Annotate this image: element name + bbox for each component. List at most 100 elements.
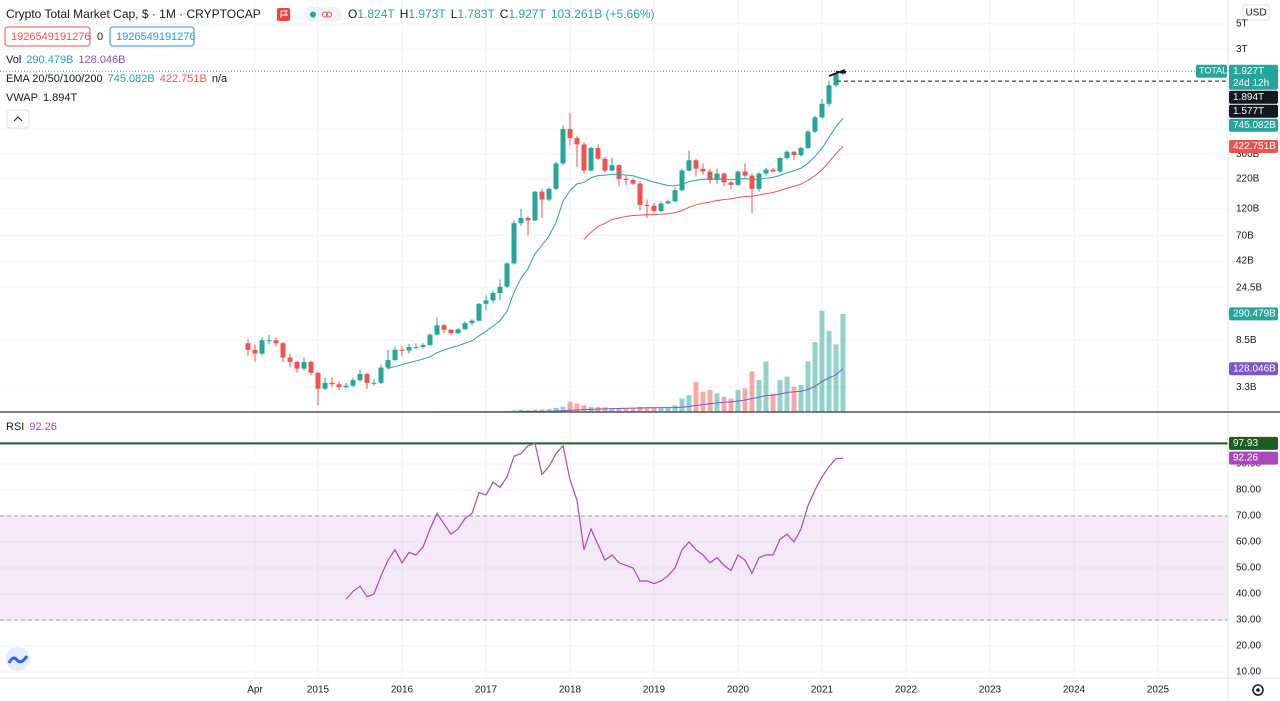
candle-body bbox=[406, 347, 412, 351]
legend-value: 1.783T bbox=[457, 7, 495, 21]
x-tick-label: 2015 bbox=[307, 685, 330, 696]
legend-value: 422.751B bbox=[160, 73, 207, 85]
candle-body bbox=[651, 205, 657, 212]
volume-bar bbox=[763, 361, 769, 412]
rsi-band bbox=[0, 515, 1228, 621]
volume-bar bbox=[777, 379, 783, 412]
candle-body bbox=[525, 217, 531, 221]
y-tick-label: 120B bbox=[1236, 204, 1260, 215]
candle-body bbox=[413, 347, 419, 349]
candle-body bbox=[791, 151, 797, 156]
candle-body bbox=[637, 183, 643, 205]
legend-value: 1.973T bbox=[408, 7, 446, 21]
candle-body bbox=[623, 178, 629, 180]
candle-body bbox=[560, 129, 566, 164]
candle-body bbox=[399, 349, 405, 351]
y-tick-label: 3.3B bbox=[1236, 382, 1257, 393]
candle-body bbox=[686, 160, 692, 171]
volume-bar bbox=[602, 407, 608, 412]
volume-bar bbox=[679, 398, 685, 412]
y-tick-label: 220B bbox=[1236, 173, 1260, 184]
y-tick-label: 70B bbox=[1236, 230, 1254, 241]
candle-body bbox=[364, 374, 370, 383]
status-glyph bbox=[326, 11, 332, 18]
volume-bar bbox=[728, 398, 734, 412]
symbol-label: TOTAL bbox=[1199, 66, 1227, 76]
legend-value: 1.894T bbox=[43, 92, 78, 104]
settings-icon[interactable] bbox=[1252, 684, 1264, 696]
axis-label-text: 97.93 bbox=[1233, 438, 1258, 449]
y-tick-label: 20.00 bbox=[1236, 641, 1261, 652]
axis-label-text: 24d 12h bbox=[1233, 78, 1269, 89]
candle-body bbox=[455, 329, 461, 334]
y-tick-label: 40.00 bbox=[1236, 589, 1261, 600]
candle-body bbox=[532, 191, 538, 221]
candle-body bbox=[728, 182, 734, 185]
candle-body bbox=[378, 367, 384, 383]
candle-body bbox=[420, 345, 426, 348]
input-box[interactable] bbox=[109, 26, 195, 47]
candle-body bbox=[427, 334, 433, 346]
volume-bar bbox=[791, 386, 797, 412]
volume-bar bbox=[553, 407, 559, 412]
candle-body bbox=[511, 223, 517, 264]
candle-body bbox=[441, 325, 447, 330]
status-glyph bbox=[322, 11, 328, 18]
candle-body bbox=[672, 190, 678, 202]
candle-body bbox=[322, 382, 328, 389]
candle-body bbox=[273, 340, 279, 344]
x-tick-label: 2021 bbox=[811, 685, 834, 696]
volume-bar bbox=[826, 330, 832, 412]
currency-box[interactable] bbox=[1242, 4, 1270, 21]
candle-body bbox=[756, 173, 762, 189]
candle-body bbox=[574, 138, 580, 145]
candle-body bbox=[392, 349, 398, 361]
volume-bar bbox=[567, 401, 573, 412]
y-tick-label: 60.00 bbox=[1236, 537, 1261, 548]
axis-label-text: 422.751B bbox=[1233, 141, 1276, 152]
volume-bar bbox=[686, 395, 692, 412]
candle-body bbox=[287, 357, 293, 362]
candle-body bbox=[693, 160, 699, 169]
trend-drawing bbox=[828, 69, 846, 77]
candle-body bbox=[350, 380, 356, 386]
volume-bar bbox=[560, 406, 566, 412]
volume-bar bbox=[532, 409, 538, 412]
candle-body bbox=[679, 170, 685, 191]
candle-body bbox=[763, 169, 769, 174]
axis-label-box bbox=[1229, 307, 1278, 321]
candle-body bbox=[343, 385, 349, 388]
input-text: 1926549191276 bbox=[11, 31, 91, 43]
candle-body bbox=[826, 85, 832, 104]
candle-body bbox=[707, 171, 713, 180]
volume-bar bbox=[798, 384, 804, 412]
axis-label-text: 1.927T bbox=[1233, 66, 1264, 77]
candle-body bbox=[714, 173, 720, 180]
candle-body bbox=[784, 151, 790, 158]
symbol-box bbox=[1196, 64, 1227, 78]
candle-body bbox=[462, 323, 468, 330]
ema-legend: EMA 20/50/100/200 745.082B 422.751B n/a bbox=[6, 73, 228, 85]
y-tick-label: 8.5B bbox=[1236, 335, 1257, 346]
x-tick-label: 2019 bbox=[643, 685, 666, 696]
axis-label-box bbox=[1229, 118, 1278, 132]
legend-key: C bbox=[500, 7, 509, 21]
candle-body bbox=[329, 382, 335, 385]
legend-value: 1.927T bbox=[508, 7, 546, 21]
candle-body bbox=[434, 325, 440, 335]
legend-value: 128.046B bbox=[78, 54, 125, 66]
candle-body bbox=[245, 343, 251, 350]
legend-key: Vol bbox=[6, 54, 21, 66]
candle-body bbox=[546, 188, 552, 200]
volume-bar bbox=[819, 310, 825, 412]
chevron-icon bbox=[13, 116, 23, 122]
input-box[interactable] bbox=[4, 26, 91, 47]
ema-line bbox=[387, 118, 844, 370]
candle-body bbox=[539, 191, 545, 200]
legend-key: EMA 20/50/100/200 bbox=[6, 73, 103, 85]
candle-body bbox=[819, 103, 825, 118]
input-text: 0 bbox=[97, 31, 103, 43]
collapse-button[interactable] bbox=[6, 109, 30, 129]
volume-bar bbox=[721, 396, 727, 412]
